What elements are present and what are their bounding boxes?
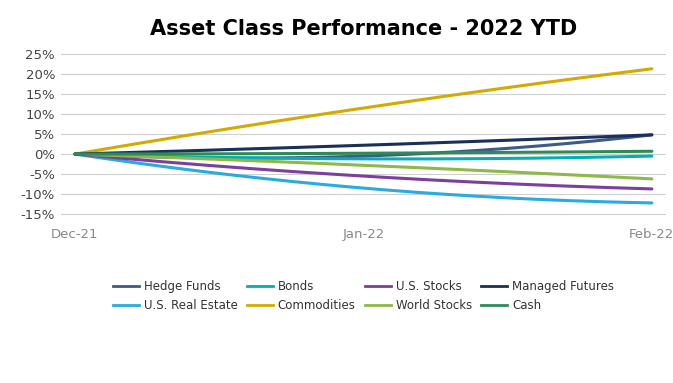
Legend: Hedge Funds, U.S. Real Estate, Bonds, Commodities, U.S. Stocks, World Stocks, Ma: Hedge Funds, U.S. Real Estate, Bonds, Co… [110,277,616,314]
Title: Asset Class Performance - 2022 YTD: Asset Class Performance - 2022 YTD [150,19,577,39]
